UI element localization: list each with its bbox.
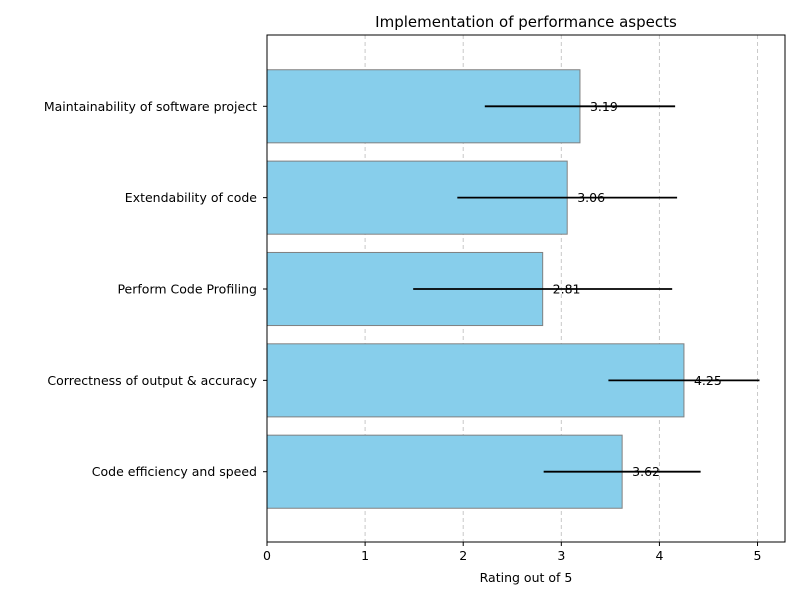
value-label: 4.25 — [694, 373, 722, 388]
x-tick-label: 1 — [361, 548, 369, 563]
y-tick-label: Maintainability of software project — [44, 99, 257, 114]
y-axis-ticks: Maintainability of software project Exten… — [44, 99, 267, 479]
x-tick-label: 0 — [263, 548, 271, 563]
value-labels: 3.19 3.06 2.81 4.25 3.62 — [553, 99, 722, 479]
error-bars — [413, 105, 760, 473]
y-tick-label: Extendability of code — [125, 190, 258, 205]
x-tick-label: 5 — [754, 548, 762, 563]
chart-title: Implementation of performance aspects — [375, 13, 677, 31]
value-label: 3.62 — [632, 464, 660, 479]
y-tick-label: Perform Code Profiling — [117, 282, 257, 297]
x-tick-label: 2 — [459, 548, 467, 563]
value-label: 3.19 — [590, 99, 618, 114]
x-axis-label: Rating out of 5 — [480, 570, 573, 585]
y-tick-label: Correctness of output & accuracy — [47, 373, 257, 388]
y-tick-label: Code efficiency and speed — [92, 464, 257, 479]
value-label: 2.81 — [553, 282, 581, 297]
x-tick-label: 4 — [655, 548, 663, 563]
x-axis-ticks: 0 1 2 3 4 5 — [263, 542, 762, 563]
x-tick-label: 3 — [557, 548, 565, 563]
value-label: 3.06 — [577, 190, 605, 205]
